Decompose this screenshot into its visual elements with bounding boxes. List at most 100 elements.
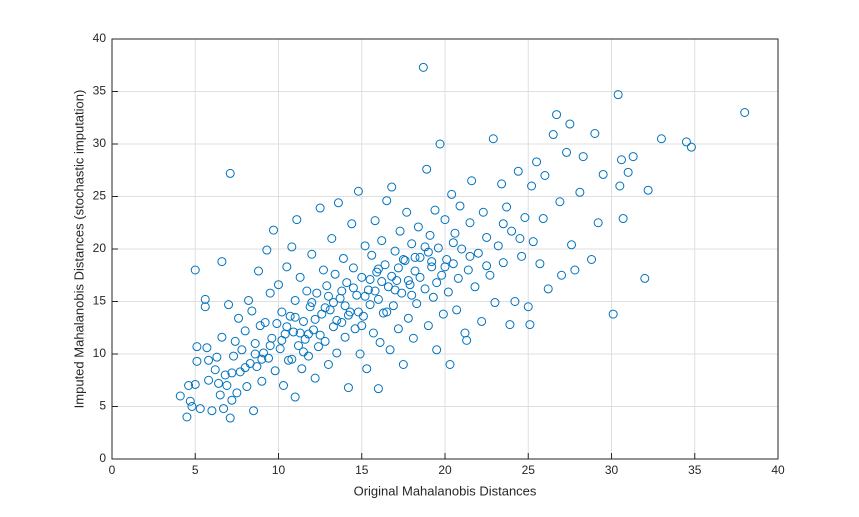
point [332,315,342,325]
point [290,295,300,305]
point [457,244,467,254]
point [543,284,553,294]
point [437,270,447,280]
point [532,157,542,167]
point [398,255,408,264]
point [337,318,347,327]
point [320,303,330,313]
point [453,273,463,283]
point [303,351,313,361]
point [287,354,297,364]
point [415,252,425,262]
point [438,309,448,319]
point [505,320,515,330]
point [305,302,315,312]
point [427,262,437,272]
point [360,241,370,251]
point [520,213,530,222]
point [402,207,412,217]
point [490,298,500,308]
point [340,301,350,311]
y-tick-label: 20 [93,241,107,255]
point [323,291,333,301]
point [225,413,235,423]
point [217,332,227,342]
point [400,256,410,266]
point [290,392,300,402]
point [265,341,275,351]
y-tick-label: 10 [93,346,107,360]
point [370,216,380,226]
point [477,316,487,326]
point [535,259,545,269]
point [448,259,458,269]
point [427,257,437,267]
point [307,298,317,308]
y-tick-label: 30 [93,136,107,150]
point [287,242,297,252]
point [353,307,363,317]
point [623,167,633,177]
point [249,406,259,416]
point [465,251,475,261]
point [430,205,440,215]
point [292,215,302,225]
point [440,215,450,225]
point [224,300,234,310]
point [330,269,340,279]
ticks: 0 5 10 15 20 25 30 35 40 0 5 10 15 20 25 30 35 40 [93,31,785,477]
point [185,396,195,406]
point [377,277,387,287]
point [525,320,535,330]
point [348,263,358,273]
point [557,270,567,280]
point [323,360,333,369]
point [367,250,377,260]
point [348,283,358,293]
point [498,258,508,268]
x-tick-label: 40 [771,463,785,477]
y-tick-label: 5 [99,399,106,413]
point [403,276,413,285]
point [452,305,462,315]
point [578,152,588,162]
point [295,272,305,282]
point [440,262,450,272]
point [681,137,691,147]
point [420,284,430,294]
point [616,155,626,165]
point [513,166,523,176]
point [507,226,517,236]
point [357,272,367,282]
point [548,130,558,140]
point [222,381,232,390]
point [225,168,235,178]
point [485,270,495,280]
point [257,376,267,386]
point [274,280,283,290]
point [270,366,280,376]
point [493,241,503,251]
point [463,265,473,275]
point [613,90,623,100]
point [202,343,212,353]
point [247,306,257,316]
point [275,344,285,354]
x-tick-label: 25 [522,463,536,477]
point [443,287,453,297]
point [262,245,272,255]
y-tick-label: 40 [93,31,107,45]
point [277,307,287,317]
point [552,110,562,120]
point [227,395,237,405]
point [410,252,420,262]
point [190,379,200,389]
y-tick-label: 0 [99,451,106,465]
point [608,309,618,319]
point [229,351,239,361]
point [200,294,210,304]
y-tick-label: 35 [93,84,107,98]
point [538,214,548,224]
point [740,108,750,117]
point [570,265,580,275]
